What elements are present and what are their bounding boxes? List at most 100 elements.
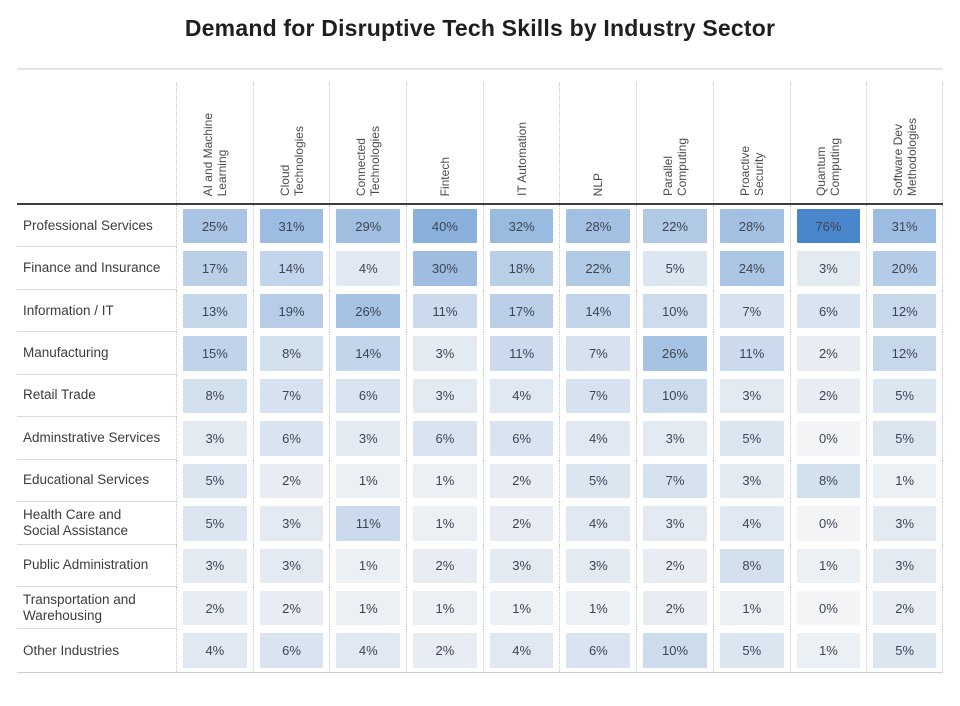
heatmap-cell-box: 3% (413, 378, 477, 414)
heatmap-cell-box: 4% (566, 506, 631, 541)
cell-value: 4% (588, 515, 608, 531)
heatmap-cell-box: 22% (566, 251, 631, 286)
heatmap-cell: 1% (482, 586, 560, 630)
heatmap-cell: 8% (252, 332, 330, 375)
heatmap-cell-box: 32% (489, 209, 554, 244)
cell-value: 2% (512, 515, 532, 531)
heatmap-cell: 2% (636, 544, 713, 587)
heatmap-cell: 8% (176, 374, 253, 418)
heatmap-cell: 32% (482, 205, 560, 248)
cell-value: 3% (435, 388, 455, 404)
cell-value: 8% (205, 388, 225, 404)
cell-value: 32% (508, 218, 535, 234)
cell-value: 29% (355, 218, 382, 234)
cell-value: 26% (355, 303, 382, 319)
heatmap-cell-box: 2% (796, 336, 861, 371)
heatmap-cell: 7% (252, 374, 330, 418)
heatmap-cell-box: 5% (183, 463, 247, 499)
heatmap-cell-box: 24% (719, 251, 784, 286)
column-header-label: NLP (591, 172, 606, 196)
heatmap-cell: 5% (636, 247, 713, 290)
column-header-label: Fintech (437, 156, 452, 196)
heatmap-cell: 2% (866, 586, 943, 630)
cell-value: 2% (282, 600, 301, 616)
heatmap-cell: 15% (176, 332, 253, 375)
table-row: Professional Services 25% 31% 29% 40% 32% 28% 2… (17, 205, 943, 248)
column-header-label: AI and Machine Learning (200, 112, 229, 196)
cell-value: 5% (895, 388, 915, 404)
heatmap-cell-box: 1% (413, 463, 477, 499)
column-header-label: IT Automation (514, 122, 529, 196)
cell-value: 10% (662, 303, 689, 319)
column-header: Connected Technologies (329, 83, 406, 203)
heatmap-cell: 1% (406, 586, 483, 630)
heatmap-cell-box: 5% (873, 421, 936, 456)
heatmap-cell: 4% (559, 417, 636, 460)
cell-value: 6% (819, 303, 838, 319)
heatmap-cell: 7% (636, 459, 713, 503)
table-row: Information / IT 13% 19% 26% 11% 17% 14% 10% 7% 6… (17, 289, 943, 333)
heatmap-cell: 2% (789, 332, 867, 375)
heatmap-cell: 5% (866, 374, 943, 418)
heatmap-cell: 19% (252, 289, 330, 333)
table-row: Manufacturing 15% 8% 14% 3% 11% 7% 26% 11% 2% 12% (17, 332, 943, 375)
table-row: Public Administration 3% 3% 1% 2% 3% 3% 2% 8% 1% 3… (17, 544, 943, 587)
heatmap-cell-box: 2% (183, 590, 247, 626)
cell-value: 2% (819, 388, 838, 404)
heatmap-cell-box: 3% (259, 506, 324, 541)
heatmap-cell-box: 3% (259, 548, 324, 583)
heatmap-cell-box: 6% (566, 633, 631, 668)
heatmap-cell-box: 1% (796, 548, 861, 583)
heatmap-cell: 1% (329, 586, 406, 630)
column-header: IT Automation (482, 83, 560, 203)
cell-value: 11% (509, 346, 535, 362)
heatmap-cell: 31% (252, 205, 330, 248)
cell-value: 7% (588, 346, 608, 362)
heatmap-cell: 7% (712, 289, 790, 333)
row-label: Transportation and Warehousing (17, 587, 176, 630)
cell-value: 2% (282, 473, 301, 489)
heatmap-cell-box: 1% (413, 590, 477, 626)
heatmap-cell: 3% (636, 502, 713, 545)
cell-value: 3% (819, 261, 838, 277)
cell-value: 5% (895, 643, 915, 659)
cell-value: 14% (355, 346, 382, 362)
heatmap-cell-box: 3% (183, 548, 247, 583)
cell-value: 4% (742, 515, 762, 531)
cell-value: 2% (435, 643, 455, 659)
heatmap-cell: 76% (789, 205, 867, 248)
cell-value: 17% (201, 261, 228, 277)
cell-value: 5% (895, 430, 915, 446)
heatmap-cell: 1% (789, 629, 867, 672)
heatmap-cell: 5% (712, 417, 790, 460)
heatmap-cell: 13% (176, 289, 253, 333)
heatmap-cell-box: 11% (336, 506, 401, 541)
heatmap-cell: 31% (866, 205, 943, 248)
heatmap-cell: 8% (789, 459, 867, 503)
row-label: Public Administration (17, 545, 176, 587)
heatmap-cell-box: 4% (489, 633, 554, 668)
heatmap-cell-box: 2% (873, 590, 936, 626)
heatmap-cell-box: 31% (873, 209, 936, 244)
heatmap-cell-box: 1% (489, 590, 554, 626)
cell-value: 3% (205, 558, 225, 574)
heatmap-cell: 14% (252, 247, 330, 290)
heatmap-cell: 29% (329, 205, 406, 248)
heatmap-cell-box: 3% (719, 463, 784, 499)
cell-value: 3% (512, 558, 532, 574)
table-row: Health Care and Social Assistance 5% 3% 11%… (17, 502, 943, 545)
heatmap-cell-box: 6% (796, 293, 861, 329)
heatmap-cell-box: 2% (643, 548, 707, 583)
heatmap-cell: 17% (176, 247, 253, 290)
cell-value: 3% (205, 430, 225, 446)
cell-value: 30% (431, 261, 458, 277)
heatmap-cell: 14% (559, 289, 636, 333)
cell-value: 20% (891, 261, 918, 277)
cell-value: 7% (742, 303, 762, 319)
cell-value: 25% (201, 218, 228, 234)
heatmap-cell: 14% (329, 332, 406, 375)
heatmap-cell: 1% (329, 544, 406, 587)
heatmap-cell-box: 8% (719, 548, 784, 583)
cell-value: 5% (742, 430, 762, 446)
